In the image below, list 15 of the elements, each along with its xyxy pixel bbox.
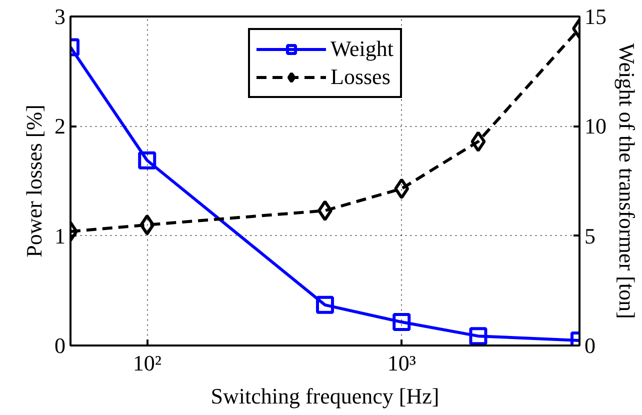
y2-tick-label: 0 — [584, 333, 596, 358]
x-axis-title: Switching frequency [Hz] — [210, 384, 440, 408]
x-tick-label: 10³ — [387, 350, 416, 376]
legend-label: Weight — [330, 36, 394, 62]
y2-axis-title: Weight of the transformer [ton] — [614, 43, 640, 319]
y-tick-label: 2 — [54, 114, 66, 139]
y2-tick-label: 10 — [584, 114, 606, 139]
y2-tick-label: 5 — [584, 223, 596, 248]
y-tick-label: 1 — [54, 223, 66, 248]
y-axis-title: Power losses [%] — [22, 104, 46, 258]
legend-label: Losses — [330, 64, 390, 90]
x-tick-label: 10² — [132, 350, 162, 376]
y-tick-label: 3 — [54, 4, 66, 29]
y-tick-label: 0 — [54, 333, 66, 358]
y2-tick-label: 15 — [584, 4, 606, 29]
